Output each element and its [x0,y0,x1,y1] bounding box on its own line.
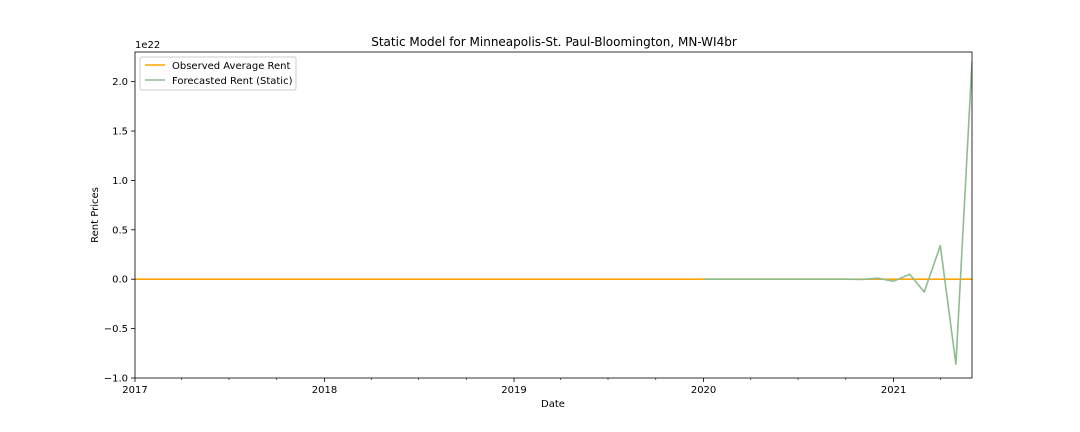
plot-frame [134,51,973,379]
y-tick-label: −1.0 [104,374,128,385]
x-tick-label: 2020 [691,385,716,396]
x-tick-label: 2018 [312,385,337,396]
x-tick-label: 2019 [501,385,526,396]
x-axis-label: Date [541,399,565,410]
x-axis: 2017 2018 2019 2020 2021 [122,378,941,396]
x-tick-label: 2021 [881,385,906,396]
series-layer [135,61,972,365]
legend: Observed Average Rent Forecasted Rent (S… [139,56,297,91]
legend-box [139,56,297,91]
y-tick-label: 1.5 [112,127,128,138]
y-offset-text: 1e22 [135,40,160,51]
legend-label-observed: Observed Average Rent [172,61,291,72]
y-tick-label: −0.5 [104,324,128,335]
y-tick-label: 2.0 [112,77,128,88]
series-line-forecast [703,61,972,365]
y-tick-label: 0.0 [112,275,128,286]
y-tick-label: 0.5 [112,225,128,236]
y-axis-label: Rent Prices [90,187,101,243]
y-tick-label: 1.0 [112,176,128,187]
x-tick-label: 2017 [122,385,147,396]
y-axis: −1.0 −0.5 0.0 0.5 1.0 1.5 2.0 [104,77,135,385]
chart-title: Static Model for Minneapolis-St. Paul-Bl… [371,35,737,49]
legend-label-forecast: Forecasted Rent (Static) [172,76,293,87]
